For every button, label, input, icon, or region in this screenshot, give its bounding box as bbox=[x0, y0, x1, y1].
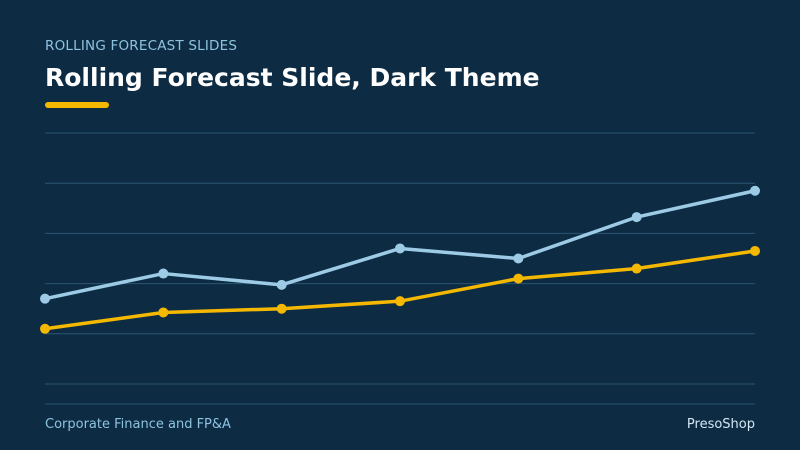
series-2-point bbox=[276, 303, 287, 314]
series-1-point bbox=[40, 293, 50, 304]
series-1-point bbox=[276, 279, 287, 290]
series-2-point bbox=[513, 273, 524, 284]
series-2-point bbox=[158, 307, 169, 318]
footer-department: Corporate Finance and FP&A bbox=[45, 417, 231, 432]
slide-overline: ROLLING FORECAST SLIDES bbox=[45, 38, 238, 54]
series-line-2 bbox=[43, 249, 757, 331]
footer-brand: PresoShop bbox=[686, 417, 755, 432]
series-2-point bbox=[40, 323, 50, 334]
chart-series bbox=[40, 185, 760, 334]
series-2-point bbox=[395, 296, 405, 307]
series-1-point bbox=[395, 243, 405, 254]
chart-gridlines bbox=[45, 132, 755, 405]
series-2-point bbox=[631, 263, 642, 274]
series-1-point bbox=[631, 212, 642, 223]
slide-title: Rolling Forecast Slide, Dark Theme bbox=[45, 63, 540, 92]
title-accent-bar bbox=[45, 102, 109, 108]
series-2-point bbox=[750, 245, 760, 256]
series-1-point bbox=[750, 185, 760, 196]
series-1-point bbox=[158, 268, 169, 279]
series-1-point bbox=[513, 253, 524, 264]
